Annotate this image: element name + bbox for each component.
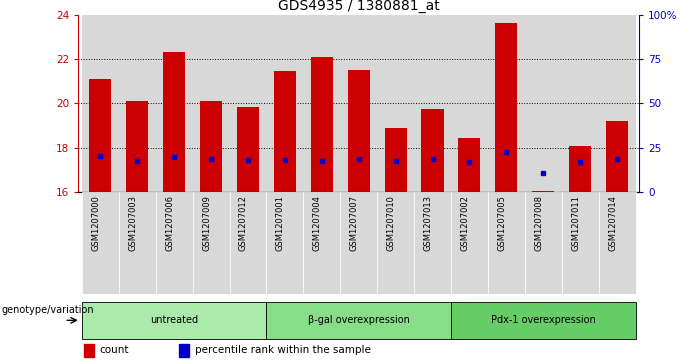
Text: GSM1207013: GSM1207013 [424,195,432,252]
Bar [192,192,230,294]
Bar [488,15,525,192]
Text: GSM1207002: GSM1207002 [460,195,469,251]
Text: Pdx-1 overexpression: Pdx-1 overexpression [491,315,596,325]
Bar [192,15,230,192]
Text: β-gal overexpression: β-gal overexpression [308,315,409,325]
Bar [384,128,407,192]
Text: GSM1207006: GSM1207006 [165,195,174,252]
Bar [569,146,591,192]
Bar [119,192,156,294]
Bar [451,302,636,339]
Bar [303,15,340,192]
Text: GSM1207009: GSM1207009 [202,195,211,251]
Bar [451,192,488,294]
Title: GDS4935 / 1380881_at: GDS4935 / 1380881_at [278,0,439,13]
Bar [525,192,562,294]
Text: untreated: untreated [150,315,199,325]
Text: genotype/variation: genotype/variation [2,305,95,315]
Text: GSM1207014: GSM1207014 [608,195,617,251]
Bar [414,192,451,294]
Text: GSM1207010: GSM1207010 [387,195,396,251]
Bar [495,23,517,192]
Bar [82,302,267,339]
Text: GSM1207011: GSM1207011 [571,195,580,251]
Text: GSM1207008: GSM1207008 [534,195,543,252]
Bar [82,192,119,294]
Bar [267,192,303,294]
Bar [303,192,340,294]
Text: GSM1207005: GSM1207005 [497,195,507,251]
Bar [200,101,222,192]
Bar [126,101,148,192]
Bar [267,302,451,339]
Bar [488,192,525,294]
Text: GSM1207003: GSM1207003 [129,195,137,252]
Bar [598,192,636,294]
Bar [119,15,156,192]
Bar [532,191,554,192]
Text: GSM1207012: GSM1207012 [239,195,248,251]
Text: GSM1207004: GSM1207004 [313,195,322,251]
Bar [414,15,451,192]
Bar [230,15,267,192]
Bar [163,52,185,192]
Bar [156,192,192,294]
Bar [267,15,303,192]
Text: count: count [99,345,129,355]
Bar [156,15,192,192]
Text: GSM1207001: GSM1207001 [276,195,285,251]
Bar [562,15,598,192]
Bar [451,15,488,192]
Bar [422,109,443,192]
Bar [237,107,259,192]
Bar [89,79,112,192]
Bar [347,70,370,192]
Bar [458,138,481,192]
Bar [562,192,598,294]
Bar [82,15,119,192]
Bar [598,15,636,192]
Bar [377,192,414,294]
Bar [377,15,414,192]
Bar [340,15,377,192]
Text: percentile rank within the sample: percentile rank within the sample [195,345,371,355]
Bar [525,15,562,192]
Text: GSM1207007: GSM1207007 [350,195,358,252]
Bar [230,192,267,294]
Bar [274,71,296,192]
Bar [179,344,189,356]
Bar [84,344,94,356]
Bar [606,121,628,192]
Bar [311,57,333,192]
Text: GSM1207000: GSM1207000 [91,195,101,251]
Bar [340,192,377,294]
